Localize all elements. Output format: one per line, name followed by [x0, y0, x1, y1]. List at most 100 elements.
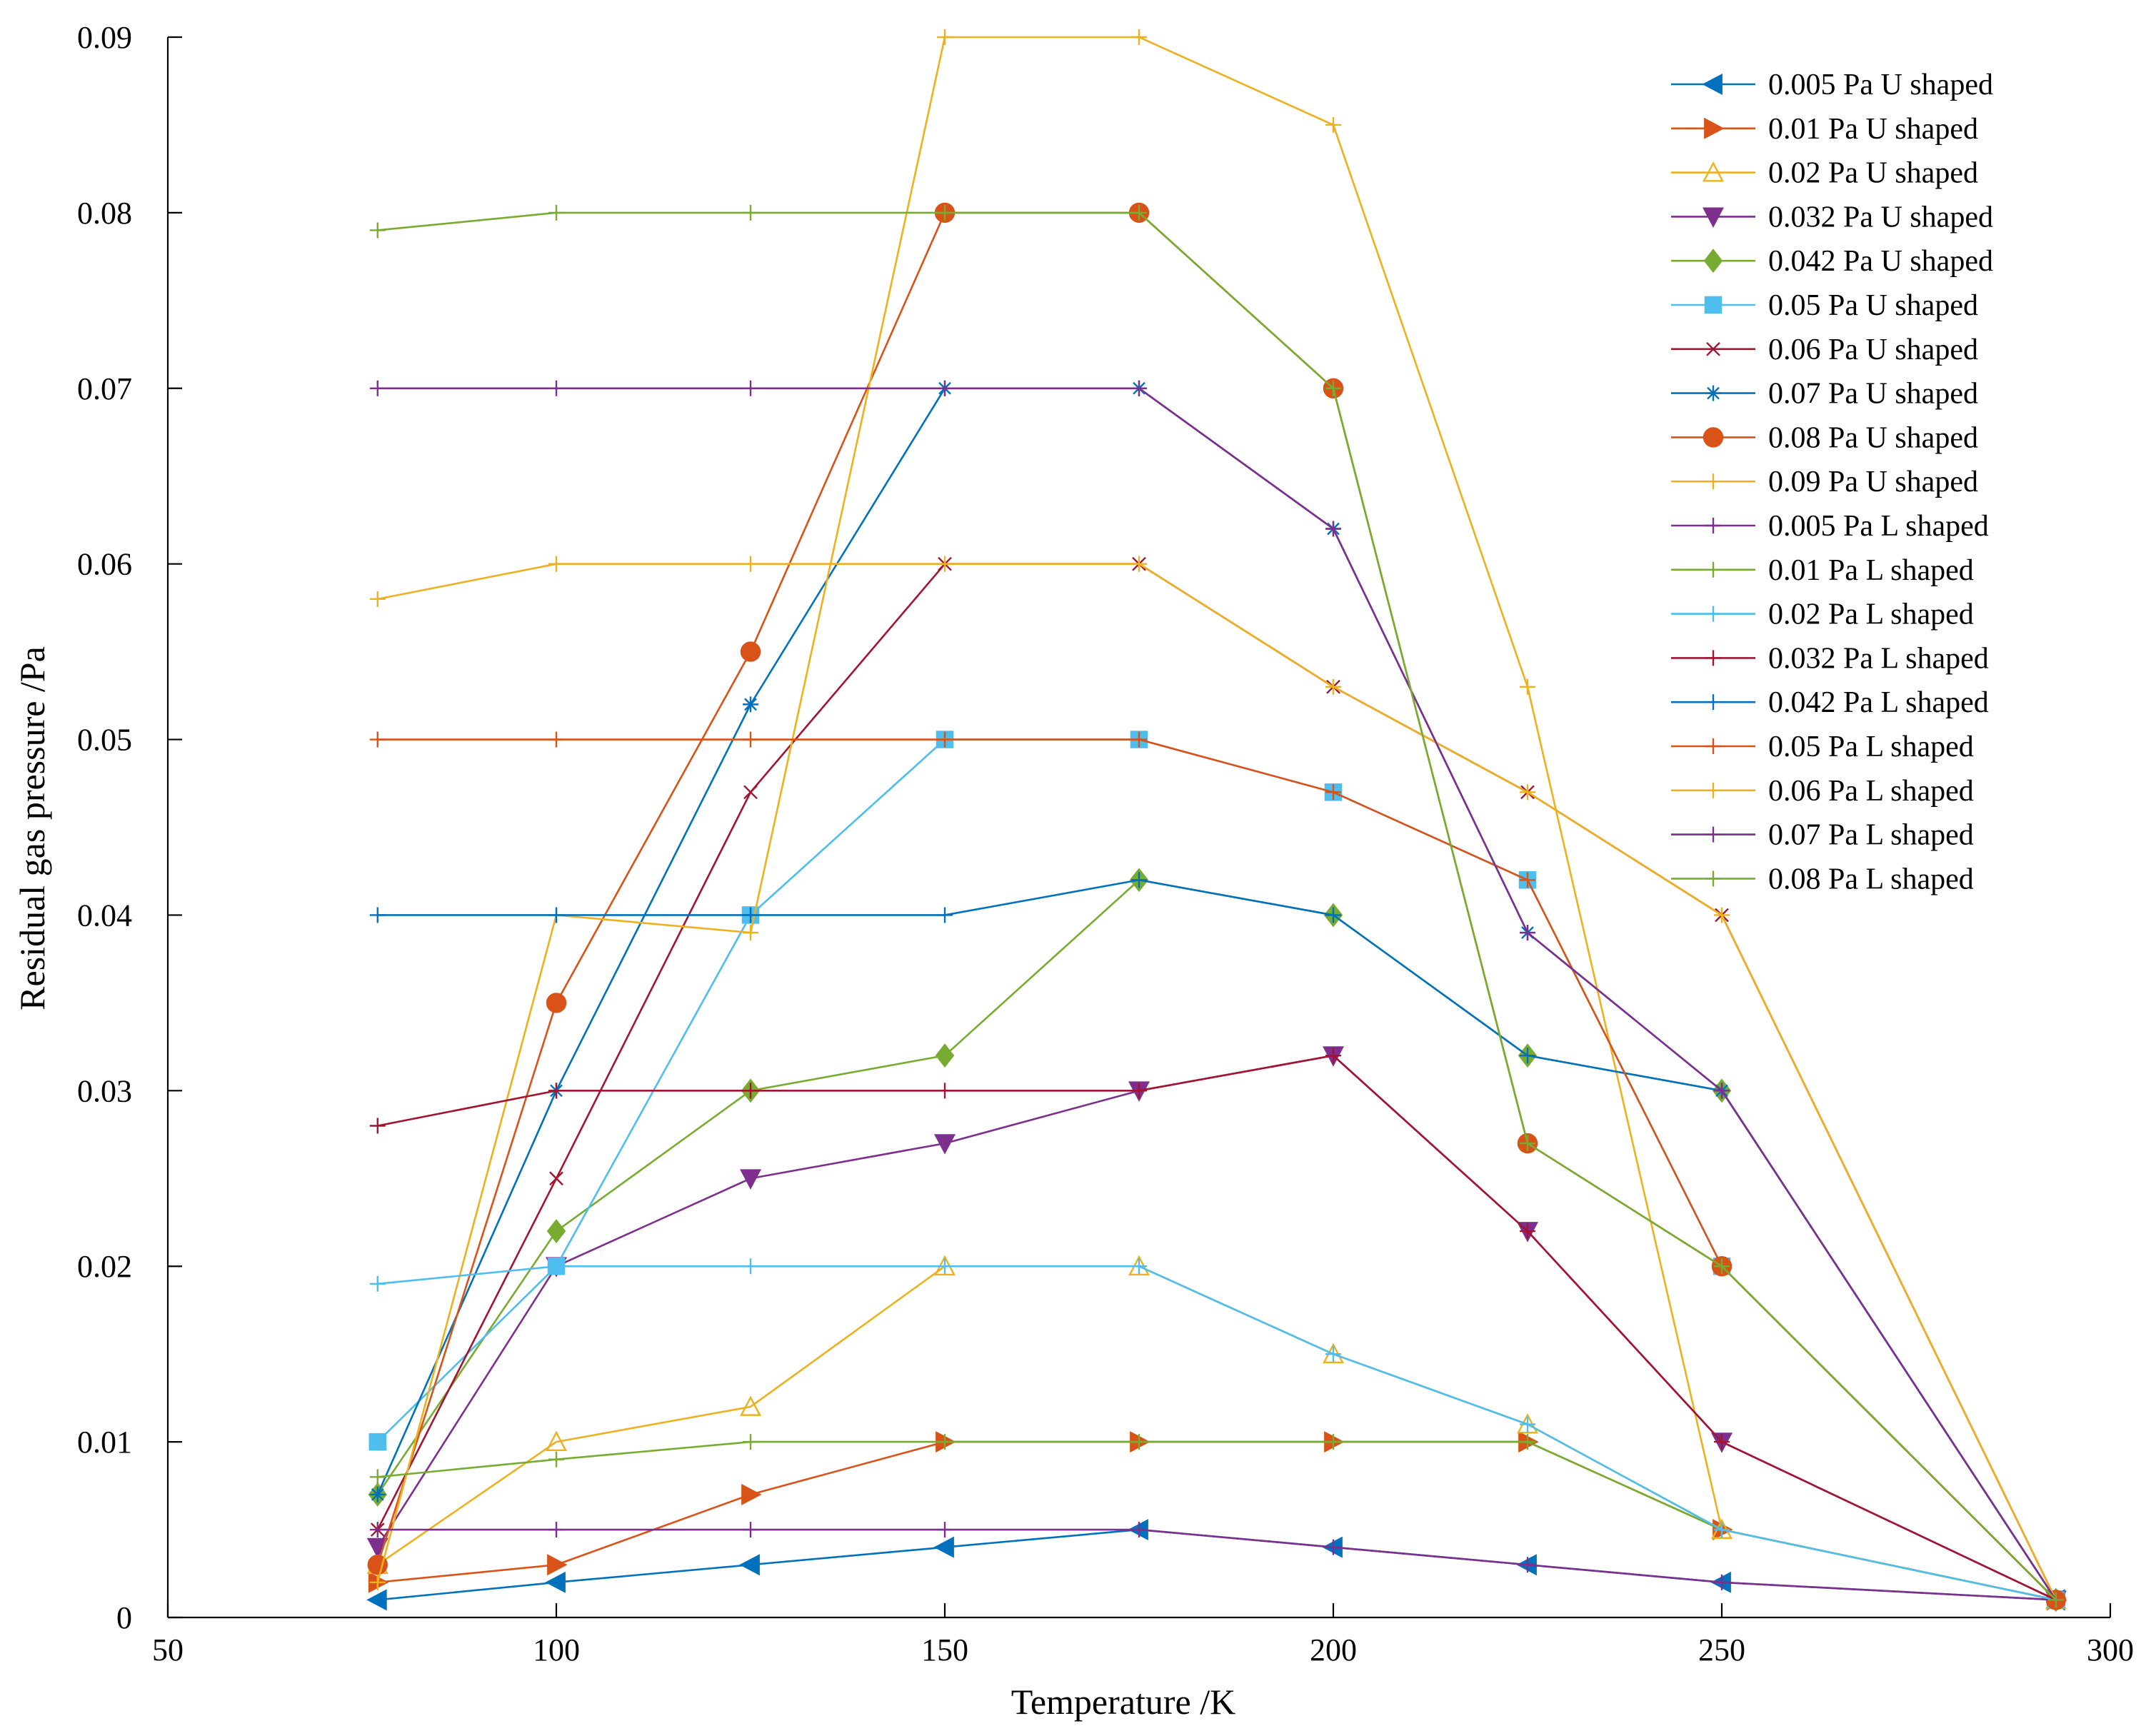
legend-marker: [1705, 826, 1721, 843]
legend-label: 0.05 Pa L shaped: [1768, 731, 1974, 763]
data-point: [548, 1258, 564, 1275]
data-point: [740, 1395, 761, 1416]
data-point: [548, 380, 564, 396]
series-18: [369, 380, 2064, 1608]
data-point: [743, 907, 758, 923]
data-point: [1325, 116, 1341, 133]
series-15: [369, 872, 2064, 1608]
data-point: [369, 1118, 386, 1134]
data-point: [937, 907, 953, 923]
data-point: [367, 1555, 388, 1575]
legend-label: 0.005 Pa L shaped: [1768, 510, 1989, 543]
data-point: [369, 380, 386, 396]
data-point: [1131, 872, 1147, 888]
data-point: [546, 1430, 567, 1452]
legend-marker: [1705, 385, 1721, 401]
legend-label: 0.005 Pa U shaped: [1768, 69, 1993, 101]
legend-entry: 0.06 Pa U shaped: [1671, 333, 1978, 366]
y-tick-label: 0.01: [77, 1425, 132, 1460]
data-point: [548, 907, 564, 923]
x-tick-label: 300: [2087, 1632, 2134, 1667]
y-tick-label: 0.06: [77, 547, 132, 582]
x-tick-label: 50: [152, 1632, 184, 1667]
data-point: [1520, 1223, 1535, 1240]
legend-marker: [1702, 74, 1723, 95]
data-point: [1520, 1048, 1535, 1064]
legend-entry: 0.09 Pa U shaped: [1671, 466, 1978, 498]
series-19: [369, 204, 2064, 1608]
data-point: [1131, 380, 1147, 396]
x-tick-label: 100: [533, 1632, 580, 1667]
series-line: [377, 878, 2057, 1601]
legend-label: 0.032 Pa U shaped: [1768, 201, 1993, 234]
data-point: [548, 1451, 564, 1467]
data-point: [740, 1169, 761, 1190]
legend-label: 0.06 Pa L shaped: [1768, 775, 1974, 808]
x-axis-title: Temperature /K: [1011, 1682, 1235, 1722]
legend-entry: 0.05 Pa L shaped: [1671, 731, 1974, 763]
data-point: [546, 1219, 566, 1243]
legend-label: 0.032 Pa L shaped: [1768, 642, 1989, 675]
legend-entry: 0.02 Pa U shaped: [1671, 157, 1978, 190]
x-tick-label: 150: [921, 1632, 968, 1667]
legend-entry: 0.08 Pa U shaped: [1671, 421, 1978, 454]
legend-label: 0.08 Pa L shaped: [1768, 863, 1974, 895]
legend-entry: 0.06 Pa L shaped: [1671, 775, 1974, 808]
legend-marker: [1705, 518, 1721, 533]
series-12: [369, 1434, 2064, 1608]
data-point: [548, 1083, 564, 1099]
data-point: [369, 731, 386, 748]
data-point: [1131, 1258, 1147, 1275]
x-axis-ticks: 50 100 150 200 250 300: [152, 1603, 2134, 1667]
data-point: [743, 1258, 758, 1275]
data-point: [548, 731, 564, 748]
data-point: [1714, 1083, 1730, 1099]
series-9: [367, 202, 2067, 1610]
data-point: [739, 1554, 760, 1576]
data-point: [1520, 1135, 1535, 1152]
legend-marker: [1705, 694, 1721, 711]
data-point: [937, 1434, 953, 1450]
data-point: [937, 1522, 953, 1538]
legend-marker: [1705, 561, 1721, 578]
data-point: [1131, 731, 1147, 748]
legend-label: 0.07 Pa U shaped: [1768, 378, 1978, 411]
data-point: [743, 731, 758, 748]
series-line: [377, 211, 2057, 1601]
legend-marker: [1703, 427, 1724, 448]
y-tick-label: 0.07: [77, 371, 132, 406]
data-point: [937, 731, 953, 748]
data-point: [369, 1574, 386, 1590]
data-point: [937, 380, 953, 396]
data-point: [1520, 784, 1535, 801]
data-point: [2047, 1592, 2064, 1608]
x-tick-label: 250: [1698, 1632, 1745, 1667]
data-point: [741, 1483, 762, 1505]
data-point: [1325, 380, 1341, 396]
y-tick-label: 0.04: [77, 898, 132, 933]
series-line: [377, 1528, 2056, 1601]
series-4: [366, 1046, 2067, 1611]
legend: 0.005 Pa U shaped 0.01 Pa U shaped 0.02 Pa…: [1671, 69, 1993, 895]
data-point: [1714, 1574, 1730, 1590]
legend-entry: 0.01 Pa L shaped: [1671, 554, 1974, 587]
series-line: [377, 1265, 2057, 1601]
data-point: [1520, 1434, 1535, 1450]
data-point: [1325, 784, 1341, 801]
data-point: [369, 1275, 386, 1292]
legend-label: 0.05 Pa U shaped: [1768, 289, 1978, 322]
data-point: [1325, 907, 1341, 923]
series-11: [369, 1522, 2064, 1608]
data-point: [369, 1469, 386, 1485]
data-point: [1325, 678, 1341, 695]
data-point: [935, 1043, 955, 1068]
data-point: [369, 591, 386, 607]
legend-marker: [1703, 207, 1724, 228]
data-point: [369, 1522, 386, 1538]
data-point: [1131, 204, 1147, 221]
data-point: [1714, 1258, 1730, 1275]
data-point: [937, 29, 953, 45]
data-point: [545, 1571, 566, 1593]
legend-label: 0.01 Pa L shaped: [1768, 554, 1974, 587]
x-tick-label: 200: [1310, 1632, 1357, 1667]
